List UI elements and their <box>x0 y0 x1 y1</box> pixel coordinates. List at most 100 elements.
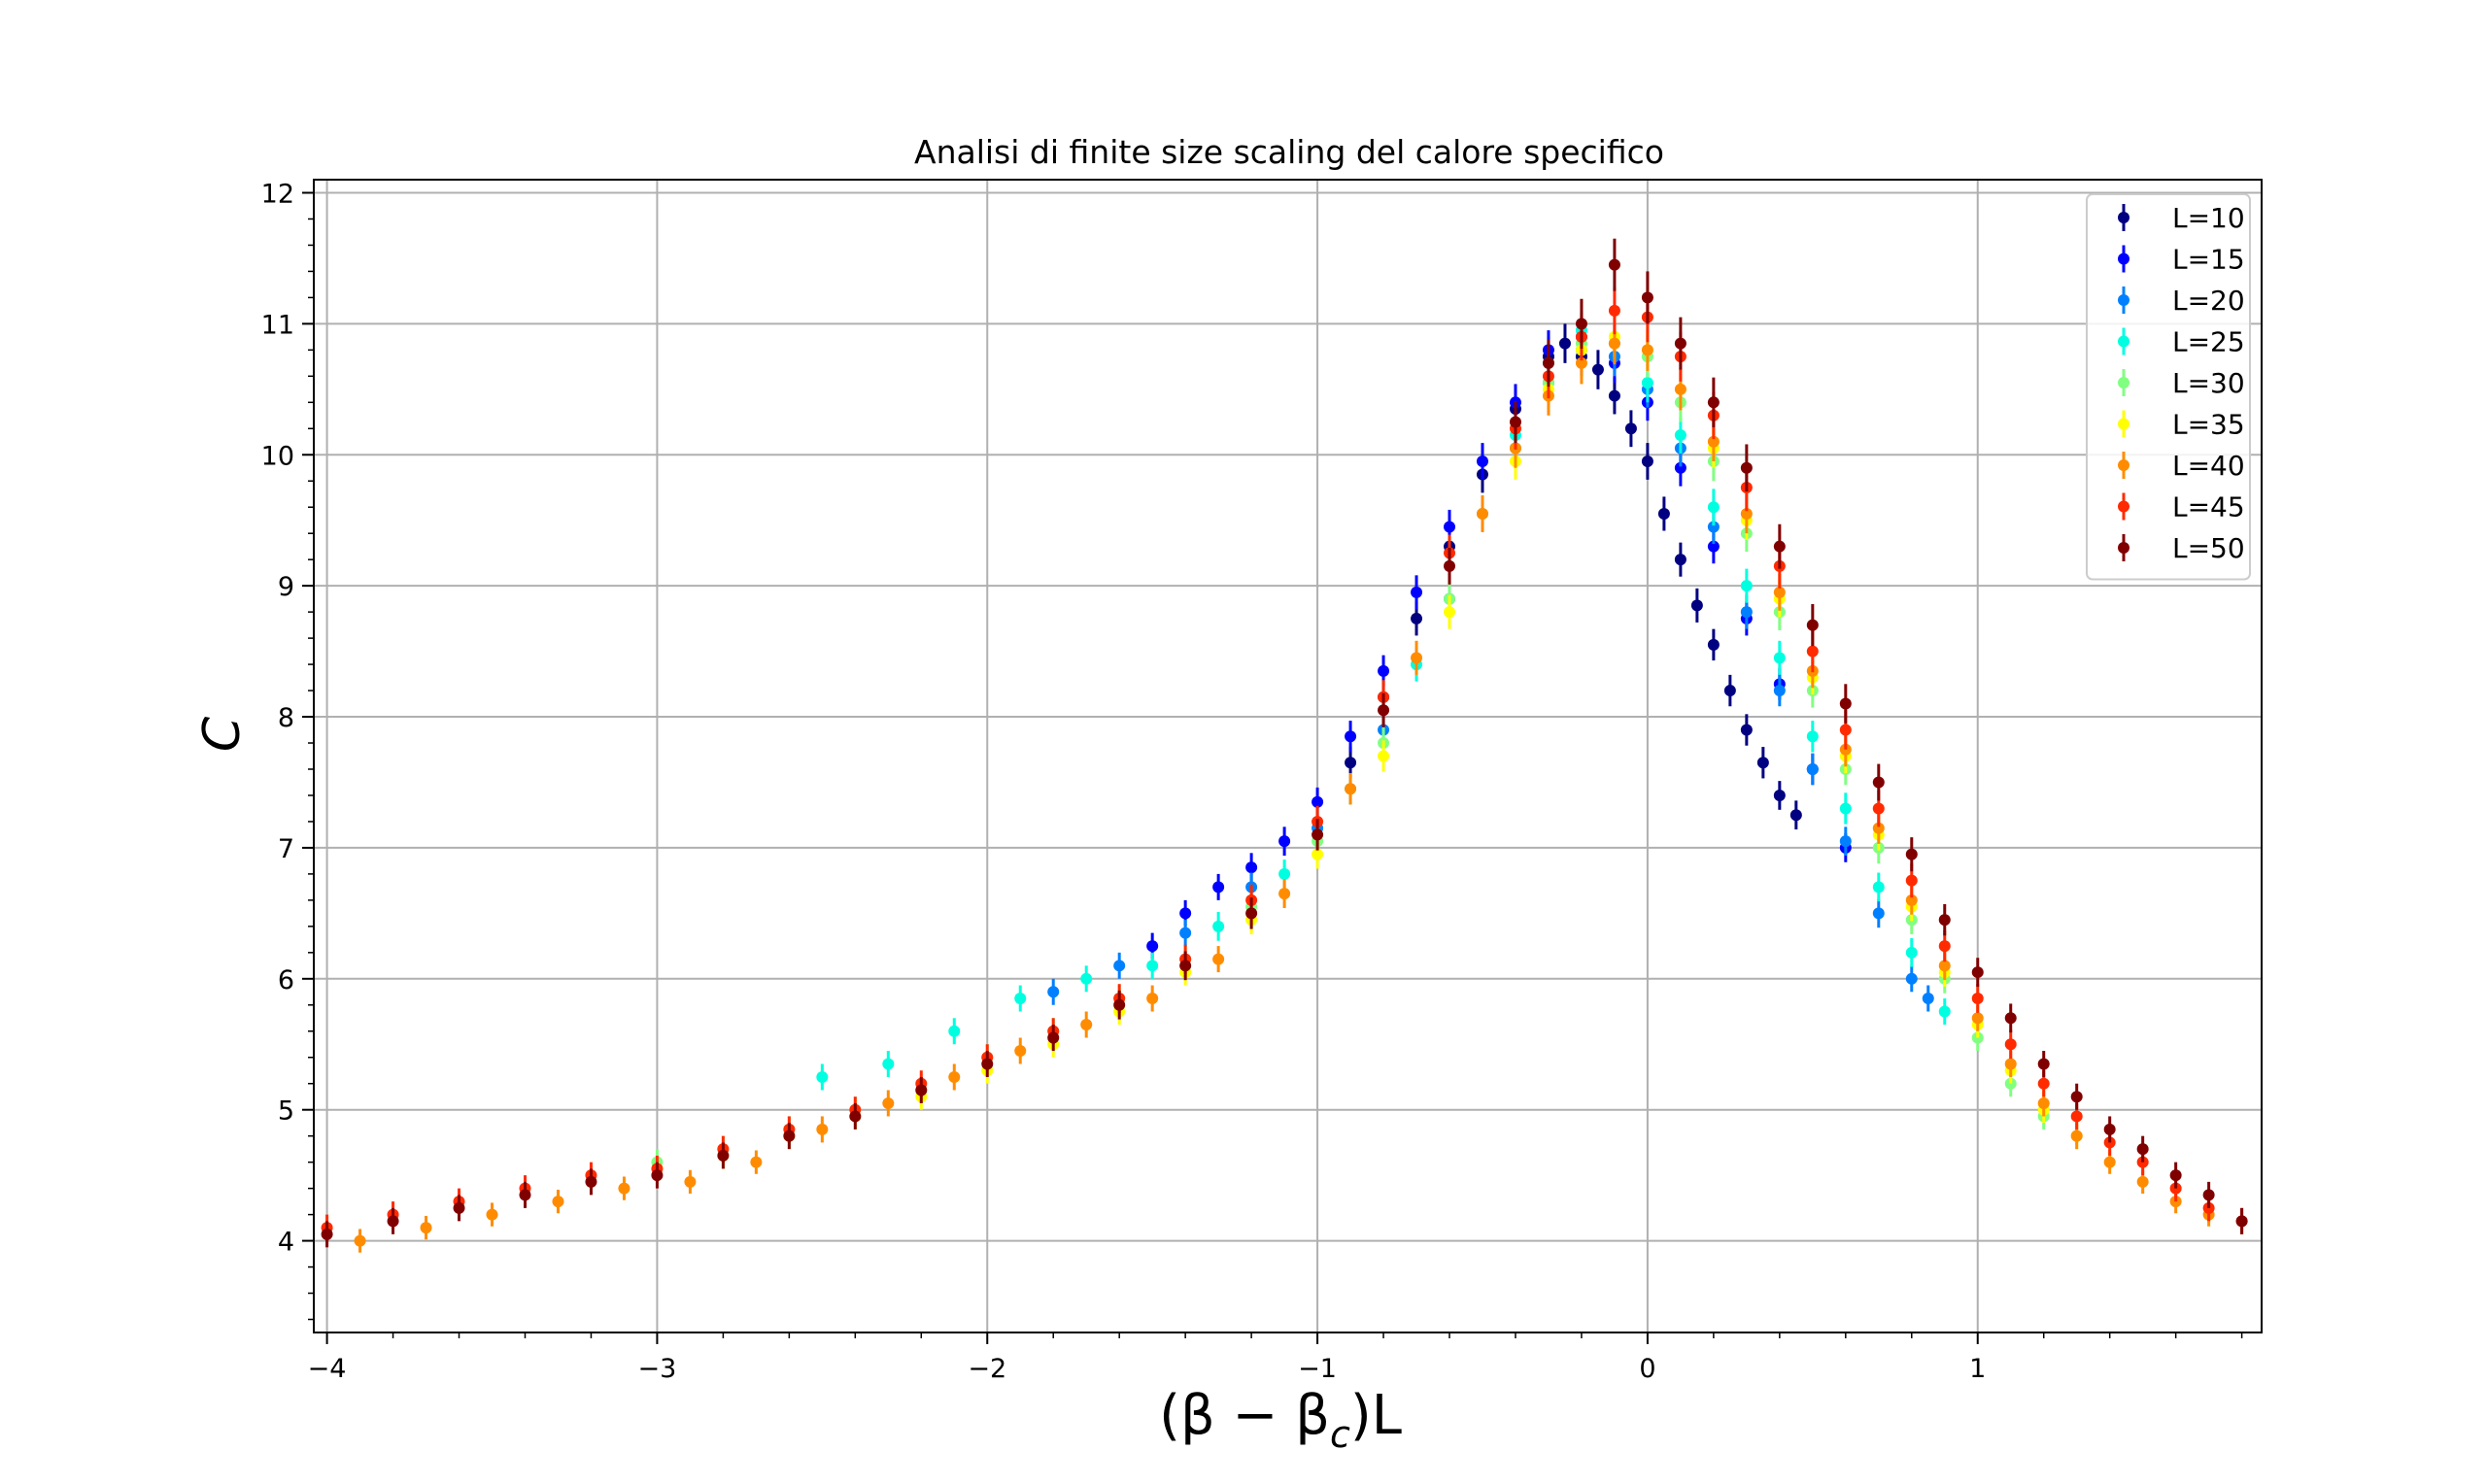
data-point <box>1509 416 1521 428</box>
data-point <box>1608 389 1620 402</box>
y-tick-label: 4 <box>278 1228 294 1258</box>
data-point <box>1872 802 1885 815</box>
y-tick-label: 10 <box>261 441 294 471</box>
x-tick-label: 0 <box>1639 1354 1655 1384</box>
data-point <box>519 1189 531 1201</box>
y-tick-label: 5 <box>278 1096 294 1127</box>
data-point <box>684 1175 697 1188</box>
data-point <box>1657 507 1670 520</box>
data-point <box>1690 599 1703 612</box>
data-point <box>1047 1031 1060 1044</box>
data-point <box>585 1175 597 1188</box>
data-point <box>1378 704 1390 717</box>
data-point <box>2070 1091 2083 1103</box>
data-point <box>1444 606 1456 619</box>
y-tick-label: 8 <box>278 703 294 733</box>
data-point <box>1345 730 1357 743</box>
data-point <box>1756 757 1769 769</box>
data-point <box>1411 612 1423 624</box>
data-point <box>618 1182 630 1195</box>
data-point <box>1806 645 1819 658</box>
x-axis-label: (β − βc)L <box>1159 1384 1402 1456</box>
legend-box <box>2086 193 2251 581</box>
data-point <box>915 1084 928 1096</box>
legend-item: L=30 <box>2118 367 2245 399</box>
data-point <box>1558 337 1571 350</box>
data-point <box>1245 907 1258 920</box>
data-point <box>1707 396 1720 409</box>
legend-item: L=20 <box>2118 285 2245 317</box>
data-point <box>1707 638 1720 651</box>
data-point <box>1674 554 1686 566</box>
legend-item: L=45 <box>2118 491 2245 523</box>
data-point <box>1938 1005 1951 1018</box>
data-point <box>2202 1189 2215 1201</box>
axes <box>313 179 2263 1333</box>
data-point <box>1575 318 1587 330</box>
legend-marker <box>2118 459 2129 471</box>
legend-item: L=35 <box>2118 409 2245 441</box>
data-point <box>1971 993 1984 1005</box>
data-point <box>816 1070 829 1083</box>
data-point <box>783 1130 796 1142</box>
data-point <box>1740 507 1753 520</box>
data-point <box>1641 377 1653 389</box>
data-point <box>1146 993 1159 1005</box>
y-tick-label: 7 <box>278 834 294 864</box>
x-tick-label: −3 <box>638 1354 677 1384</box>
legend-marker <box>2118 500 2129 513</box>
data-point <box>1839 697 1852 710</box>
axes-frame <box>313 179 2263 1333</box>
data-point <box>453 1201 465 1214</box>
data-point <box>1014 993 1027 1005</box>
data-point <box>1575 356 1587 369</box>
data-point <box>1378 664 1390 677</box>
data-point <box>486 1208 498 1221</box>
data-point <box>1411 652 1423 664</box>
data-point <box>1674 429 1686 442</box>
y-tick-label: 6 <box>278 965 294 995</box>
legend-marker <box>2118 542 2129 554</box>
data-point <box>1113 998 1126 1011</box>
data-point <box>651 1169 664 1182</box>
data-point <box>354 1234 366 1247</box>
legend-item: L=25 <box>2118 326 2245 358</box>
data-point <box>1806 730 1819 743</box>
data-point <box>2103 1123 2116 1135</box>
data-point <box>387 1215 399 1228</box>
data-point <box>1773 652 1786 664</box>
data-point <box>1789 809 1802 822</box>
data-point <box>1905 874 1918 887</box>
data-point <box>981 1058 994 1070</box>
legend-item: L=40 <box>2118 450 2245 482</box>
data-point <box>1872 776 1885 789</box>
data-point <box>882 1058 895 1070</box>
data-point <box>1608 304 1620 317</box>
x-tick-label: −1 <box>1298 1354 1337 1384</box>
data-point <box>2235 1215 2248 1228</box>
data-point <box>1674 337 1686 350</box>
data-point <box>1872 907 1885 920</box>
data-point <box>1608 337 1620 350</box>
data-point <box>1080 972 1093 985</box>
legend-label: L=45 <box>2172 491 2245 523</box>
data-point <box>1212 920 1225 932</box>
legend-item: L=50 <box>2118 532 2245 564</box>
data-point <box>1477 455 1488 468</box>
x-axis-label-suffix: )L <box>1350 1384 1402 1447</box>
grid <box>314 180 2262 1332</box>
legend-marker <box>2118 335 2129 348</box>
data-point <box>1047 986 1060 998</box>
data-point <box>2037 1077 2050 1090</box>
data-point <box>1212 881 1225 894</box>
data-point <box>1345 757 1357 769</box>
data-point <box>1146 940 1159 953</box>
data-point <box>1444 559 1456 572</box>
data-point <box>1312 848 1324 860</box>
data-point <box>1378 750 1390 762</box>
data-point <box>2004 1012 2017 1025</box>
legend-marker <box>2118 377 2129 388</box>
data-point <box>1278 867 1291 880</box>
legend-label: L=15 <box>2172 244 2245 276</box>
